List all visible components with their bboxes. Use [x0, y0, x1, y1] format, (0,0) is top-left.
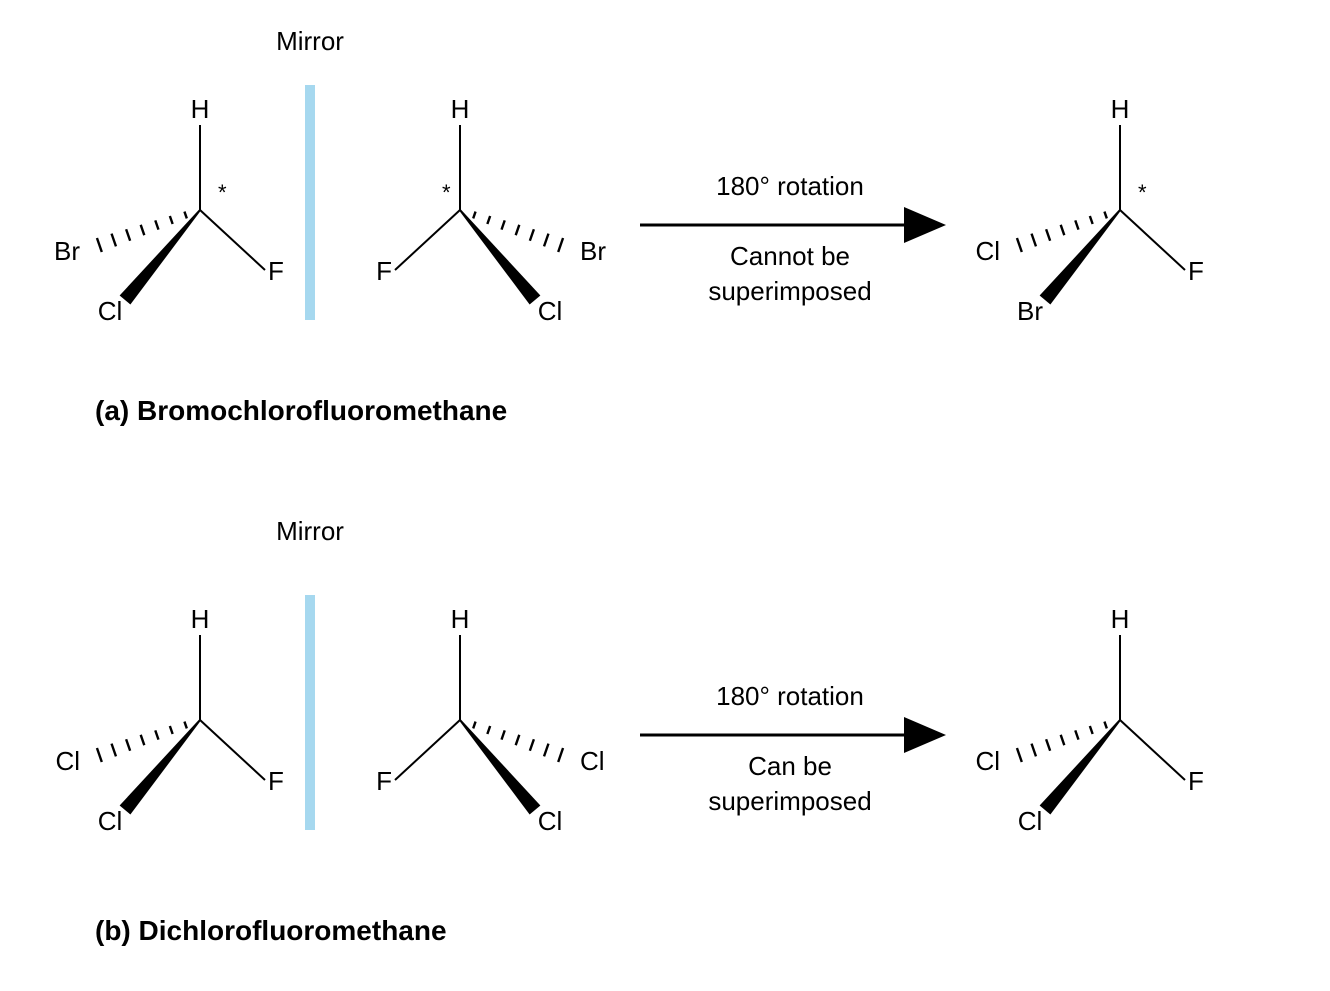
chiral-star: * — [442, 180, 451, 205]
mirror-a — [305, 85, 315, 320]
atom-label: Cl — [580, 746, 605, 776]
atom-label: Cl — [538, 296, 563, 326]
atom-label: Cl — [975, 746, 1000, 776]
superimpose-label: superimposed — [708, 786, 871, 816]
atom-label: Cl — [98, 806, 123, 836]
atom-label: F — [268, 766, 284, 796]
rotation-label: 180° rotation — [716, 171, 864, 201]
atom-label: H — [451, 94, 470, 124]
atom-label: H — [191, 604, 210, 634]
superimpose-label: Can be — [748, 751, 832, 781]
atom-label: F — [376, 766, 392, 796]
rotation-label: 180° rotation — [716, 681, 864, 711]
caption-a: (a) Bromochlorofluoromethane — [95, 395, 507, 426]
atom-label: H — [451, 604, 470, 634]
atom-label: F — [1188, 766, 1204, 796]
atom-label: Br — [1017, 296, 1043, 326]
atom-label: Cl — [1018, 806, 1043, 836]
atom-label: Cl — [538, 806, 563, 836]
atom-label: H — [191, 94, 210, 124]
mirror-label: Mirror — [276, 516, 344, 546]
atom-label: Br — [580, 236, 606, 266]
chirality-diagram: Mirror H Br Cl F * H Br Cl F * 180° rotation Cannot … — [0, 0, 1330, 991]
atom-label: F — [376, 256, 392, 286]
mirror-b — [305, 595, 315, 830]
molecule-a1: H Br Cl F * — [54, 94, 284, 326]
caption-b: (b) Dichlorofluoromethane — [95, 915, 447, 946]
molecule-b2: H Cl Cl F — [376, 604, 604, 836]
chiral-star: * — [1138, 180, 1147, 205]
superimpose-label: superimposed — [708, 276, 871, 306]
molecule-b3: H Cl Cl F — [975, 604, 1203, 836]
atom-label: H — [1111, 604, 1130, 634]
atom-label: Cl — [975, 236, 1000, 266]
molecule-a2: H Br Cl F * — [376, 94, 606, 326]
mirror-label: Mirror — [276, 26, 344, 56]
molecule-a3: H Cl Br F * — [975, 94, 1203, 326]
atom-label: F — [268, 256, 284, 286]
chiral-star: * — [218, 180, 227, 205]
atom-label: Cl — [98, 296, 123, 326]
atom-label: H — [1111, 94, 1130, 124]
superimpose-label: Cannot be — [730, 241, 850, 271]
atom-label: F — [1188, 256, 1204, 286]
atom-label: Cl — [55, 746, 80, 776]
molecule-b1: H Cl Cl F — [55, 604, 283, 836]
atom-label: Br — [54, 236, 80, 266]
